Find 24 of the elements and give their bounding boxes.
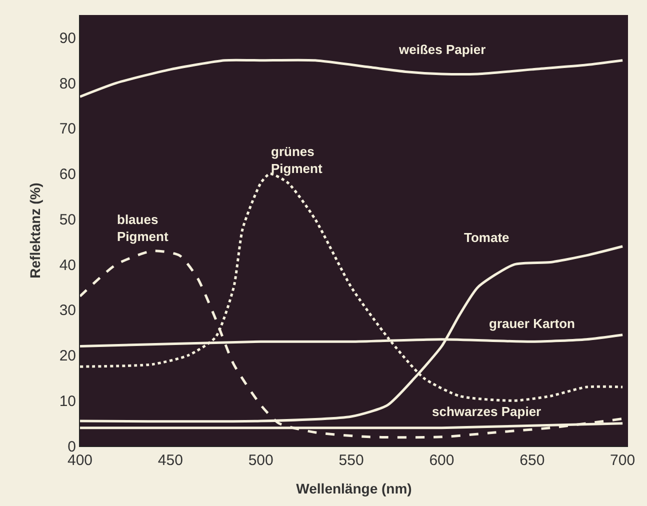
x-tick-label: 550 [338, 452, 364, 469]
series-label: schwarzes Papier [432, 404, 542, 419]
y-tick-label: 90 [59, 30, 76, 47]
x-tick-label: 600 [429, 452, 454, 469]
y-tick-label: 40 [59, 256, 76, 274]
line-series [80, 58, 624, 98]
x-tick-label: 700 [610, 452, 636, 469]
y-tick-label: 10 [59, 392, 76, 410]
y-axis-title: Reflektanz (%) [26, 182, 43, 278]
series-label: grauer Karton [489, 316, 576, 331]
series-label: weißes Papier [398, 42, 486, 57]
y-tick-label: 70 [59, 120, 76, 138]
y-tick-label: 30 [59, 302, 76, 320]
x-tick-label: 650 [520, 452, 545, 469]
series-label: blaues Pigment [117, 212, 169, 244]
x-axis-title: Wellenlänge (nm) [296, 480, 412, 496]
series-label: grünes Pigment [271, 144, 323, 176]
y-tick-label: 80 [59, 75, 76, 92]
y-tick-label: 20 [59, 348, 76, 365]
x-tick-label: 500 [248, 452, 274, 469]
y-tick-label: 60 [59, 166, 76, 184]
series-label: Tomate [464, 230, 510, 245]
y-tick-label: 50 [59, 211, 76, 228]
x-tick-label: 450 [158, 452, 183, 469]
